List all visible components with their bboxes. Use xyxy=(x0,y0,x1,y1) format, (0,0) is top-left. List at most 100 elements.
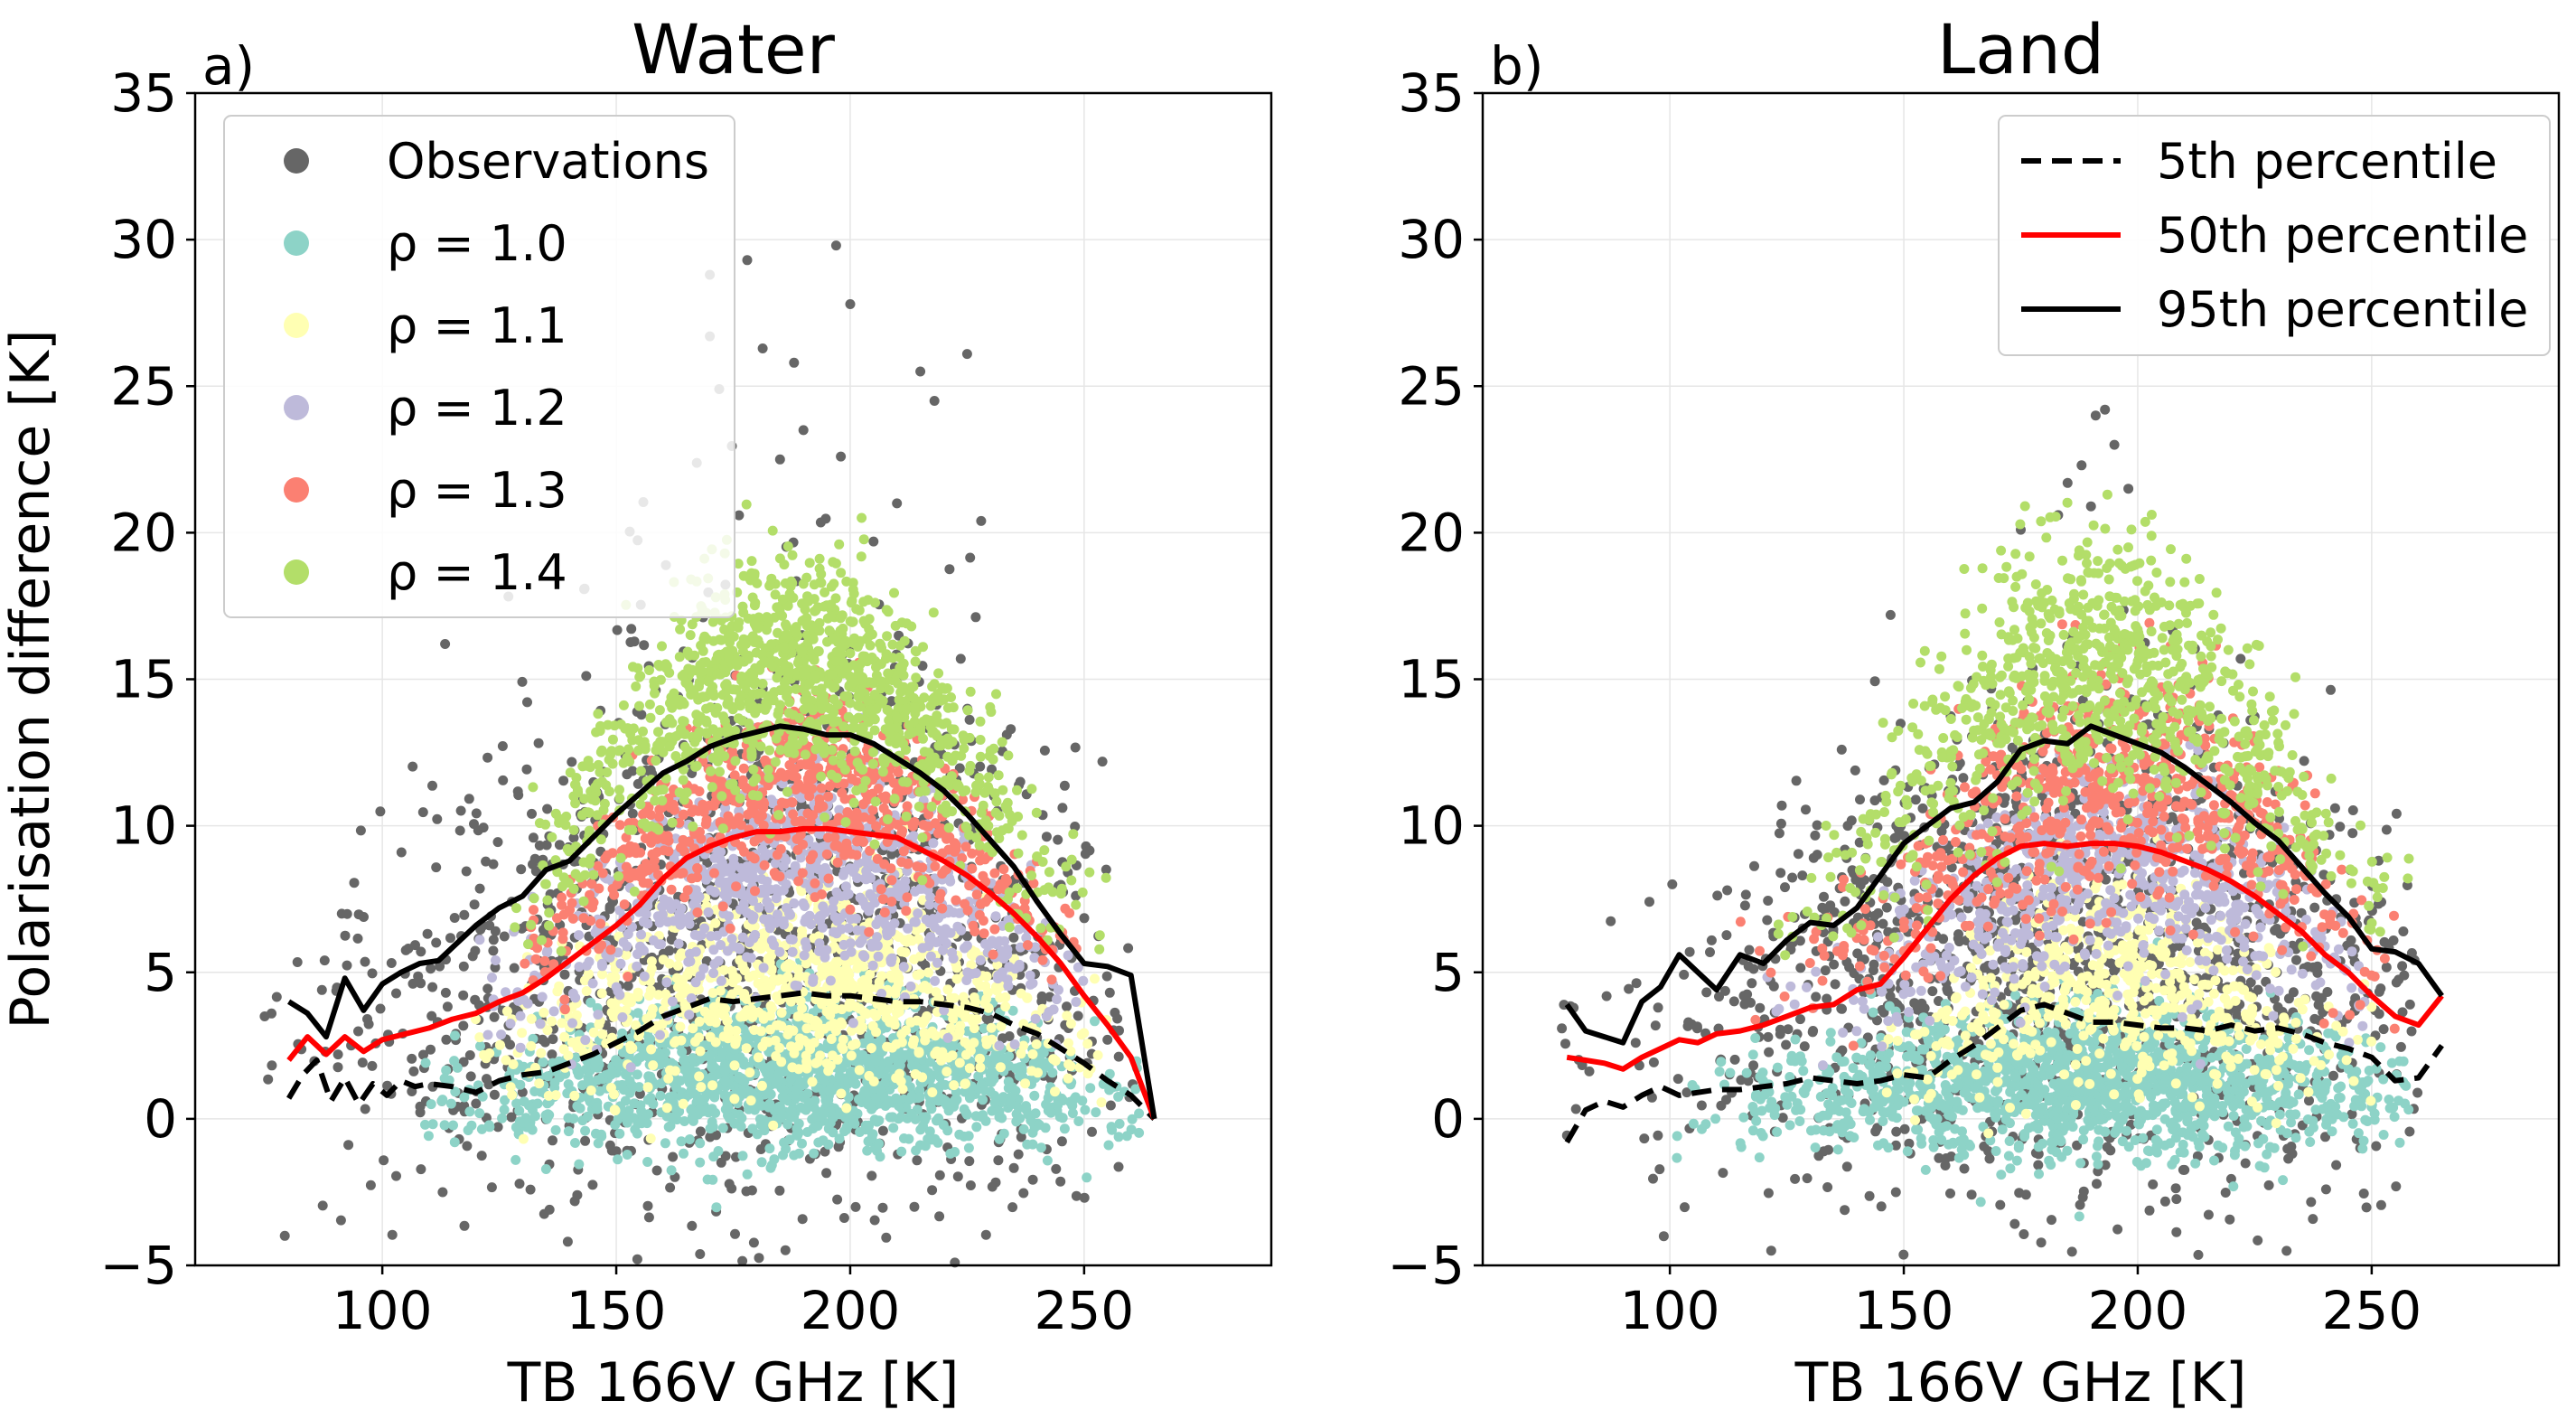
scatter-point xyxy=(537,992,548,1002)
scatter-point xyxy=(675,919,686,930)
scatter-point xyxy=(866,1170,877,1181)
scatter-point xyxy=(427,780,437,791)
scatter-point xyxy=(954,1026,965,1037)
scatter-point xyxy=(702,857,713,868)
scatter-point xyxy=(1027,978,1038,989)
scatter-point xyxy=(793,1148,804,1159)
scatter-point xyxy=(1000,992,1011,1002)
scatter-point-outlier xyxy=(789,357,800,368)
scatter-point xyxy=(813,913,824,924)
scatter-point xyxy=(1055,1176,1066,1187)
scatter-point xyxy=(1000,1001,1011,1012)
scatter-point xyxy=(642,918,653,929)
scatter-point xyxy=(946,992,956,1003)
scatter-point xyxy=(949,1080,960,1091)
scatter-point xyxy=(1126,1124,1137,1135)
scatter-point xyxy=(489,1011,500,1022)
scatter-point xyxy=(965,1180,976,1190)
scatter-point xyxy=(449,1137,460,1148)
scatter-point xyxy=(588,1027,599,1038)
scatter-point xyxy=(792,1123,802,1134)
scatter-point xyxy=(365,1180,376,1190)
scatter-point xyxy=(816,783,827,794)
scatter-point xyxy=(896,946,907,957)
scatter-point xyxy=(808,976,819,987)
scatter-point xyxy=(1062,1001,1072,1012)
scatter-point xyxy=(658,954,669,965)
scatter-point xyxy=(1071,1190,1082,1201)
scatter-point xyxy=(975,954,986,965)
scatter-point xyxy=(612,625,623,635)
scatter-point xyxy=(718,964,729,975)
scatter-point xyxy=(747,1123,758,1134)
scatter-point xyxy=(1113,1161,1124,1172)
scatter-point xyxy=(757,343,768,353)
scatter-point xyxy=(863,1136,874,1147)
scatter-point xyxy=(754,1253,764,1264)
scatter-point xyxy=(563,1126,574,1137)
scatter-point xyxy=(593,1138,604,1149)
scatter-point xyxy=(597,1029,608,1039)
scatter-point-outlier xyxy=(774,454,785,465)
scatter-point xyxy=(765,1010,776,1021)
scatter-point xyxy=(960,1078,970,1089)
scatter-point xyxy=(758,963,769,973)
scatter-point xyxy=(1008,1162,1019,1173)
scatter-point xyxy=(604,1069,614,1079)
scatter-point xyxy=(427,982,438,992)
scatter-point xyxy=(1073,1010,1083,1021)
scatter-point xyxy=(938,933,949,944)
scatter-point xyxy=(605,945,616,955)
scatter-point xyxy=(442,1001,453,1012)
scatter-point xyxy=(731,1025,742,1036)
scatter-point xyxy=(574,930,584,941)
scatter-point xyxy=(737,1255,748,1266)
scatter-point xyxy=(567,757,577,767)
scatter-point xyxy=(1063,1059,1074,1069)
scatter-point xyxy=(407,978,418,989)
scatter-point xyxy=(530,866,541,877)
scatter-point xyxy=(655,1029,665,1040)
scatter-point xyxy=(679,1116,689,1126)
scatter-point xyxy=(831,928,842,939)
scatter-point xyxy=(271,992,282,1002)
scatter-point xyxy=(854,1065,865,1076)
scatter-point xyxy=(733,985,744,995)
scatter-point xyxy=(724,1179,735,1189)
scatter-point xyxy=(764,1098,775,1109)
scatter-point xyxy=(789,1048,800,1058)
scatter-point xyxy=(1107,1124,1118,1135)
scatter-point xyxy=(954,1058,965,1068)
scatter-point xyxy=(475,1040,485,1051)
scatter-point xyxy=(482,1029,493,1040)
scatter-point xyxy=(876,1034,886,1045)
scatter-point xyxy=(710,1107,721,1118)
scatter-point xyxy=(885,956,896,967)
scatter-point xyxy=(705,1016,716,1027)
scatter-point xyxy=(1103,1140,1114,1151)
scatter-point xyxy=(568,1114,579,1124)
scatter-point xyxy=(486,1182,497,1193)
scatter-point xyxy=(903,923,913,934)
scatter-point xyxy=(569,1090,580,1101)
scatter-point xyxy=(850,1039,861,1049)
scatter-point xyxy=(717,1123,728,1133)
scatter-point xyxy=(661,977,672,988)
scatter-point-outlier xyxy=(798,425,809,436)
scatter-point xyxy=(459,1220,470,1231)
scatter-point xyxy=(771,1078,782,1089)
scatter-point xyxy=(550,1090,561,1101)
scatter-point xyxy=(512,786,523,797)
scatter-point xyxy=(730,1228,740,1239)
scatter-point xyxy=(572,1189,583,1200)
scatter-point xyxy=(873,951,884,962)
scatter-point xyxy=(483,1079,494,1090)
scatter-point xyxy=(981,1035,991,1046)
scatter-point xyxy=(647,1003,658,1014)
scatter-point xyxy=(554,840,565,851)
scatter-point xyxy=(639,971,650,982)
scatter-point xyxy=(590,1057,601,1067)
scatter-point xyxy=(963,1142,974,1153)
scatter-point xyxy=(861,1009,872,1020)
scatter-point xyxy=(892,1008,902,1019)
